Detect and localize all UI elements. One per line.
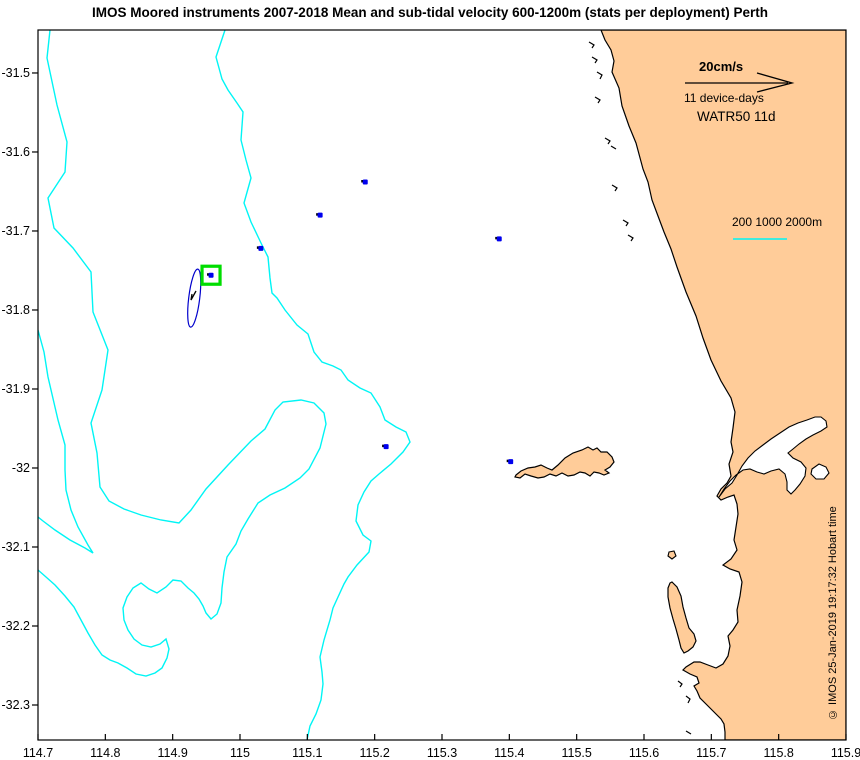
marker-tail	[382, 444, 385, 448]
islet	[610, 145, 617, 150]
river-lagoon	[810, 463, 830, 480]
x-tick-label: 115.8	[763, 746, 793, 760]
y-tick-label: -31.8	[2, 303, 31, 317]
device-days-label: 11 device-days	[684, 91, 764, 105]
x-tick-label: 115.4	[494, 746, 524, 760]
y-tick-label: -31.7	[2, 224, 31, 238]
mooring-marker	[258, 245, 264, 251]
islet	[622, 219, 629, 227]
x-tick-label: 115.9	[831, 746, 860, 760]
islet	[604, 137, 611, 145]
marker-tail	[506, 459, 510, 463]
map-layers	[38, 30, 846, 740]
figure-title: IMOS Moored instruments 2007-2018 Mean a…	[92, 5, 768, 20]
reference-arrow-head	[756, 72, 795, 93]
rottnest-island	[514, 446, 615, 479]
mooring-marker	[496, 236, 502, 242]
velocity-scale-label: 20cm/s	[699, 59, 744, 74]
x-tick-label: 115.1	[292, 746, 322, 760]
y-tick-label: -32	[12, 461, 30, 475]
y-tick-label: -32.2	[2, 619, 31, 633]
selected-mooring-box	[200, 264, 222, 286]
marker-tail	[256, 246, 260, 249]
islet	[627, 234, 634, 242]
mooring-marker	[508, 459, 514, 465]
station-name-label: WATR50 11d	[697, 109, 776, 124]
islet	[594, 96, 601, 104]
islet	[588, 41, 595, 49]
x-tick-label: 114.8	[90, 746, 120, 760]
y-tick-label: -32.3	[2, 698, 31, 712]
x-tick-label: 115.6	[629, 746, 659, 760]
mooring-marker	[317, 212, 323, 218]
mooring-marker	[362, 179, 368, 185]
watermark-text: © IMOS 25-Jan-2019 19:17:32 Hobart time	[827, 506, 839, 720]
bathymetry-contour	[38, 329, 94, 554]
contour-depth-label: 200 1000 2000m	[732, 215, 823, 229]
islet	[685, 695, 691, 704]
y-tick-label: -31.6	[2, 145, 31, 159]
marker-tail	[361, 180, 364, 183]
marker-tail	[207, 273, 210, 276]
mooring-marker	[208, 272, 214, 278]
islet	[677, 680, 683, 688]
x-tick-label: 114.9	[157, 746, 187, 760]
x-tick-label: 115.3	[427, 746, 457, 760]
islet	[596, 71, 603, 80]
mainland-coast	[600, 30, 846, 740]
marker-tail	[316, 213, 319, 216]
bathymetry-contour	[38, 30, 327, 677]
x-tick-label: 115.7	[696, 746, 726, 760]
river-estuary	[718, 416, 828, 498]
islet	[685, 730, 692, 735]
x-tick-label: 114.7	[23, 746, 53, 760]
islet	[591, 56, 598, 64]
garden-island	[667, 581, 697, 654]
y-tick-label: -31.9	[2, 382, 31, 396]
y-tick-label: -32.1	[2, 540, 31, 554]
bathymetry-contour	[215, 30, 411, 740]
variance-ellipse	[187, 268, 202, 328]
x-tick-label: 115.2	[359, 746, 389, 760]
x-tick-label: 115.5	[561, 746, 591, 760]
islet	[611, 184, 618, 192]
mean-velocity-vector	[190, 290, 197, 301]
carnac-island	[667, 550, 677, 560]
y-tick-label: -31.5	[2, 66, 31, 80]
x-tick-label: 115	[230, 746, 250, 760]
marker-tail	[495, 236, 498, 240]
mooring-marker	[383, 444, 389, 450]
